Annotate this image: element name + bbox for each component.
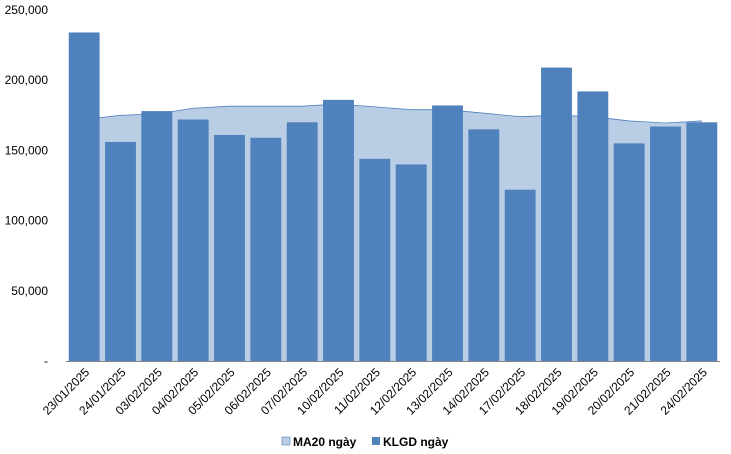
bar [105,141,136,361]
bar [286,122,318,361]
klgd-bar-layer [68,32,718,362]
bar [432,105,463,361]
legend-swatch-ma20 [281,436,291,446]
bar [214,134,245,361]
y-tick-label: 250,000 [5,3,49,17]
bar [686,122,718,361]
legend-swatch-klgd [372,437,380,445]
y-tick-label: 100,000 [5,214,49,228]
y-tick-label: 50,000 [11,284,48,298]
bar [504,189,536,361]
x-axis: 23/01/202524/01/202503/02/202504/02/2025… [40,361,720,418]
y-tick-label: - [44,354,48,368]
y-tick-label: 200,000 [5,73,49,87]
ma20-area [84,104,702,362]
bar [68,32,100,362]
y-axis: - 50,000 100,000 150,000 200,000 250,000 [5,3,49,368]
bar [613,143,645,361]
bar [395,164,427,361]
y-tick-label: 150,000 [5,143,49,157]
bar [141,111,173,361]
bar [359,158,391,361]
bar [577,91,609,361]
legend: MA20 ngày KLGD ngày [281,435,449,449]
legend-label-ma20: MA20 ngày [293,435,357,449]
bar [541,67,572,362]
bar [323,99,354,361]
bar [177,119,209,362]
legend-label-klgd: KLGD ngày [383,435,449,449]
ma20-area-layer [84,103,702,362]
bar [250,137,282,361]
bar [468,129,500,361]
bar [650,126,681,361]
